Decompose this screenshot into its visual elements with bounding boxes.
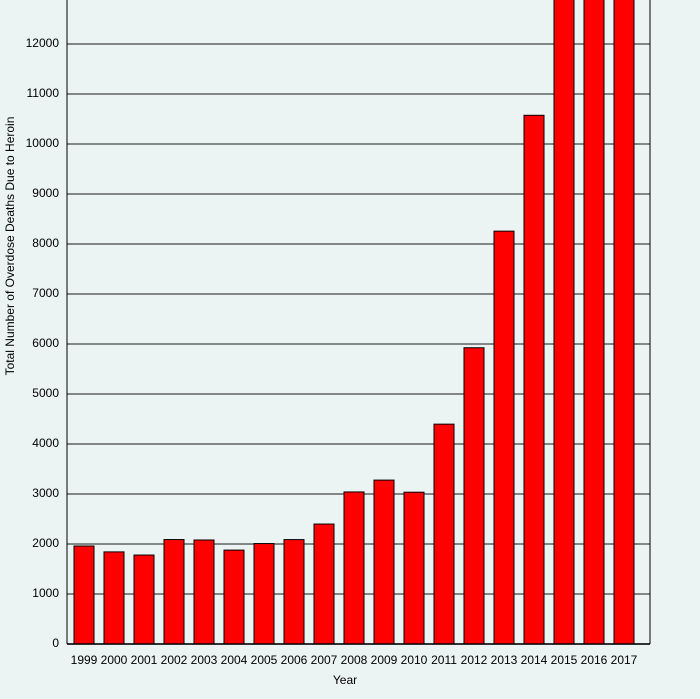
x-tick-label: 2005 [251, 653, 278, 667]
y-tick-label: 0 [52, 636, 59, 650]
x-tick-label: 2007 [311, 653, 338, 667]
x-tick-label: 2015 [551, 653, 578, 667]
bar [223, 549, 245, 645]
y-tick-label: 6000 [32, 336, 59, 350]
x-tick-label: 1999 [71, 653, 98, 667]
y-tick-label: 12000 [26, 36, 60, 50]
x-tick-label: 2016 [581, 653, 608, 667]
bar [373, 479, 395, 645]
bar [553, 0, 575, 645]
x-tick-label: 2012 [461, 653, 488, 667]
x-tick-label: 2013 [491, 653, 518, 667]
x-tick-label: 2006 [281, 653, 308, 667]
bar [403, 491, 425, 645]
bar [493, 230, 515, 645]
x-tick-label: 2004 [221, 653, 248, 667]
bar [343, 491, 365, 645]
x-tick-label: 2014 [521, 653, 548, 667]
x-tick-label: 2009 [371, 653, 398, 667]
bar [613, 0, 635, 645]
bar [193, 539, 215, 645]
x-tick-label: 2010 [401, 653, 428, 667]
bar [283, 539, 305, 645]
bar [433, 423, 455, 645]
y-tick-label: 1000 [32, 586, 59, 600]
bar [523, 114, 545, 645]
x-tick-label: 2000 [101, 653, 128, 667]
x-tick-label: 2001 [131, 653, 158, 667]
bar [583, 0, 605, 645]
x-tick-label: 2003 [191, 653, 218, 667]
bar [313, 523, 335, 645]
y-tick-label: 10000 [26, 136, 60, 150]
bar [133, 554, 155, 645]
x-axis-label: Year [333, 673, 357, 687]
bar [463, 347, 485, 645]
y-axis-label: Total Number of Overdose Deaths Due to H… [3, 117, 17, 376]
y-tick-label: 3000 [32, 486, 59, 500]
bar [103, 551, 125, 645]
y-tick-label: 2000 [32, 536, 59, 550]
x-tick-label: 2002 [161, 653, 188, 667]
bar [73, 545, 95, 645]
x-tick-label: 2008 [341, 653, 368, 667]
y-tick-label: 5000 [32, 386, 59, 400]
y-tick-label: 9000 [32, 186, 59, 200]
y-tick-label: 8000 [32, 236, 59, 250]
y-tick-label: 7000 [32, 286, 59, 300]
y-tick-label: 11000 [27, 86, 60, 100]
bar [163, 539, 185, 645]
bar [253, 543, 275, 645]
x-tick-label: 2017 [611, 653, 638, 667]
y-tick-label: 4000 [32, 436, 59, 450]
x-tick-label: 2011 [431, 653, 457, 667]
